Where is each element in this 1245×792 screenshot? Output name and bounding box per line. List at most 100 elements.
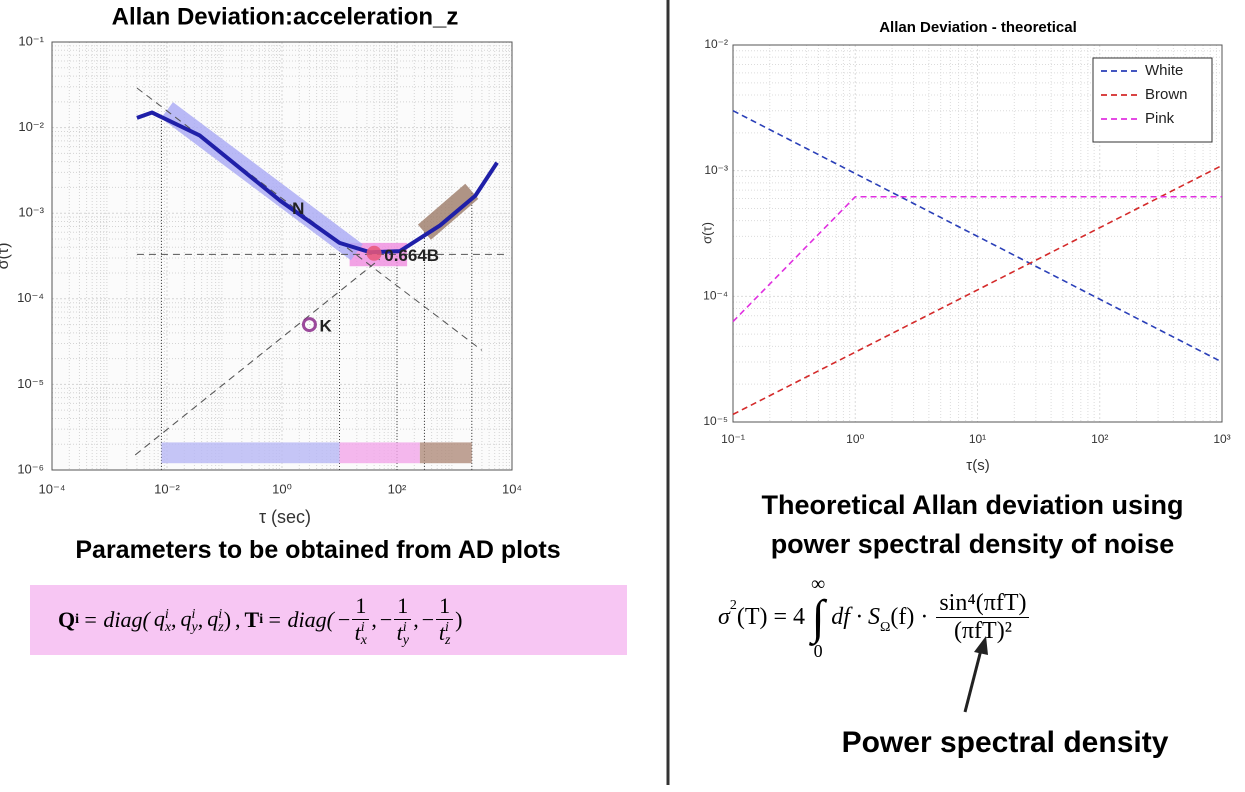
y-tick-label: 10⁻⁴ — [17, 290, 44, 305]
legend-label: White — [1145, 62, 1183, 79]
body: df · S — [831, 603, 880, 630]
y-tick-label: 10⁻² — [704, 37, 728, 51]
legend-label: Brown — [1145, 86, 1188, 103]
caption: Theoretical Allan deviation using — [761, 490, 1184, 520]
y-tick-label: 10⁻⁵ — [17, 376, 44, 391]
symbol: σ — [718, 603, 730, 630]
x-tick-label: 10⁻⁴ — [39, 481, 66, 496]
highlight-band — [417, 183, 479, 240]
highlight-box — [161, 442, 340, 464]
y-tick-label: 10⁻³ — [18, 205, 44, 220]
plot-frame — [732, 44, 1223, 423]
term-sub: y — [191, 619, 198, 635]
term-base: q — [180, 606, 192, 632]
operator: = diag( — [83, 607, 150, 632]
minus: − — [337, 607, 351, 632]
x-tick-label: 10² — [388, 481, 407, 496]
integral-sign: ∫ — [811, 591, 825, 644]
annotation: N — [292, 199, 304, 218]
x-tick-label: 10⁻¹ — [721, 432, 745, 446]
symbol-sub: i — [75, 612, 80, 627]
x-axis-label: τ (sec) — [259, 507, 311, 527]
symbol: T — [244, 607, 260, 632]
comma: , — [371, 607, 377, 632]
series-line — [732, 195, 1222, 323]
series-line — [732, 164, 1223, 416]
comma: , — [413, 607, 419, 632]
term-sup: i — [402, 620, 407, 636]
y-tick-label: 10⁻² — [18, 119, 44, 134]
minus: − — [379, 607, 393, 632]
term-base: t — [438, 619, 445, 645]
body: (f) · — [890, 603, 929, 630]
marker — [366, 245, 382, 261]
y-tick-label: 10⁻⁵ — [703, 414, 728, 428]
caption: power spectral density of noise — [770, 529, 1175, 559]
term-base: q — [207, 606, 219, 632]
body-sub: Ω — [879, 620, 891, 635]
y-tick-label: 10⁻⁶ — [17, 461, 44, 476]
numerator: 1 — [436, 593, 454, 620]
integral: ∞ ∫ 0 — [811, 574, 825, 660]
plot-frame — [51, 41, 513, 471]
symbol-sub: i — [259, 612, 264, 627]
numerator: 1 — [394, 593, 412, 620]
highlight-box — [339, 442, 420, 464]
term-sub: y — [402, 633, 409, 649]
legend-box — [1092, 57, 1213, 143]
operator: (T) = 4 — [736, 603, 806, 630]
x-tick-label: 10¹ — [969, 432, 986, 446]
x-tick-label: 10⁻² — [154, 481, 180, 496]
marker — [301, 317, 317, 333]
numerator: sin⁴(πfT) — [936, 590, 1030, 618]
fraction: sin⁴(πfT) (πfT)² — [936, 590, 1030, 645]
x-tick-label: 10² — [1091, 432, 1108, 446]
x-axis-label: τ(s) — [966, 457, 989, 474]
integral-lower: 0 — [813, 641, 823, 661]
term-sub: x — [360, 633, 367, 649]
y-tick-label: 10⁻¹ — [18, 33, 44, 48]
term-base: t — [396, 619, 403, 645]
term-sup: i — [164, 606, 169, 622]
x-tick-label: 10⁰ — [846, 432, 864, 446]
symbol: Q — [58, 607, 76, 632]
term-sup: i — [191, 606, 196, 622]
minus: − — [421, 607, 435, 632]
arrow-head — [974, 636, 988, 655]
y-tick-label: 10⁻³ — [704, 163, 728, 177]
numerator: 1 — [352, 593, 370, 620]
y-axis-label: σ(τ) — [0, 243, 12, 270]
arrow-label: Power spectral density — [841, 726, 1169, 759]
reference-line — [134, 258, 381, 456]
highlight-box — [419, 442, 472, 464]
legend-label: Pink — [1145, 110, 1175, 127]
comma: , — [235, 607, 241, 632]
comma: , — [197, 607, 204, 632]
comma: ) — [223, 607, 232, 632]
series-line — [732, 109, 1223, 363]
y-tick-label: 10⁻⁴ — [703, 289, 728, 303]
term-sup: i — [445, 620, 449, 636]
term-base: q — [153, 606, 165, 632]
term-sup: i — [360, 620, 365, 636]
x-tick-label: 10³ — [1213, 432, 1230, 446]
integral-upper: ∞ — [811, 573, 826, 595]
